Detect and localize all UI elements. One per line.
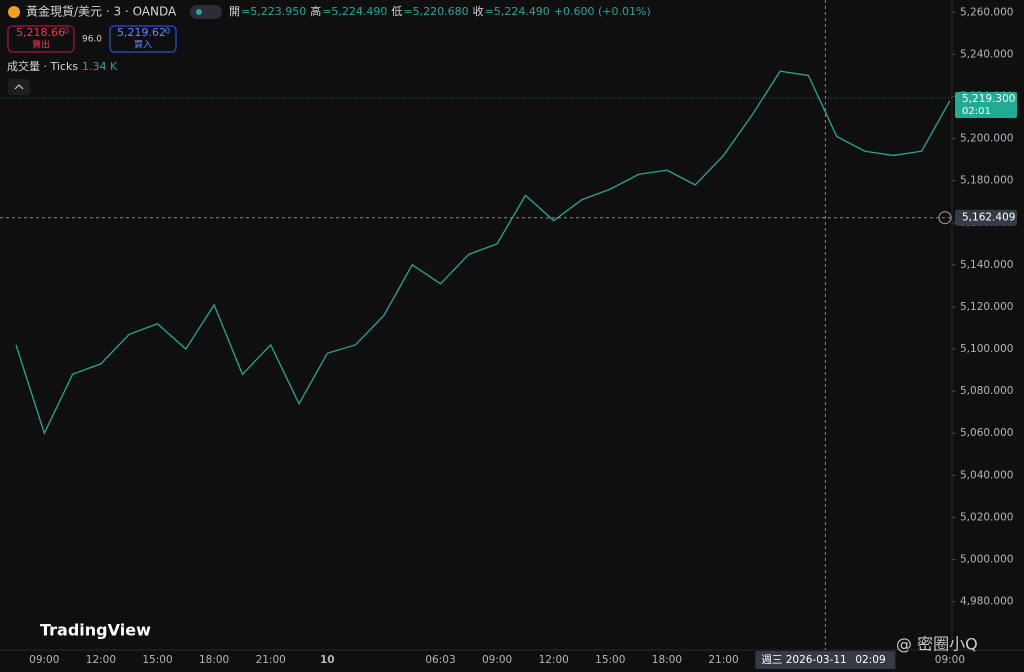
ohlc-value: =5,224.490 [322,5,387,18]
crosshair-label: 5,162.409 [962,212,1015,224]
buy-price: 5,219.62 [117,26,166,39]
y-tick-label: 5,100.000 [960,343,1013,355]
y-tick-label: 5,240.000 [960,48,1013,60]
sell-price: 5,218.66 [16,26,65,39]
crosshair-date-box [755,651,896,669]
sell-button[interactable] [7,25,75,53]
volume-label: 成交量 · Ticks [7,59,78,73]
y-tick-label: 5,060.000 [960,427,1013,439]
crosshair-box [955,209,1017,226]
collapse-button[interactable] [8,79,30,95]
y-tick-label: 5,040.000 [960,469,1013,481]
symbol: 黃金現貨/美元 · 3 · OANDA [26,4,177,19]
x-tick-label: 09:00 [935,654,965,666]
x-tick-label: 15:00 [595,654,625,666]
last-price-label: 5,219.300 [962,93,1015,105]
sell-label: 賣出 [32,39,50,51]
y-tick-label: 5,180.000 [960,175,1013,187]
last-price-box [955,91,1017,118]
x-tick-label: 06:03 [425,654,455,666]
y-tick-label: 5,080.000 [960,385,1013,397]
symbol-icon [8,6,20,18]
spread: 96.0 [82,35,102,45]
ohlc-key: 收 [473,4,484,18]
y-tick-label: 5,260.000 [960,6,1013,18]
ohlc-value: =5,220.680 [403,5,468,18]
buy-button[interactable] [109,25,177,53]
price-line [15,70,951,435]
volume-value: 1.34 K [82,60,118,73]
ohlc-key: 開 [229,5,240,18]
ohlc-value: =5,223.950 [241,5,306,18]
y-tick-label: 5,200.000 [960,133,1013,145]
ohlc-value: =5,224.490 [485,5,550,18]
x-tick-label: 12:00 [539,654,569,666]
x-tick-label: 09:00 [29,654,59,666]
sell-sup: 0 [64,27,69,36]
watermark: @ 密圈小Q [896,635,978,654]
status-pill [190,5,222,19]
x-tick-label: 09:00 [482,654,512,666]
y-tick-label: 5,120.000 [960,301,1013,313]
x-tick-label: 18:00 [199,654,229,666]
y-tick-label: 5,000.000 [960,554,1013,566]
y-tick-label: 4,980.000 [960,596,1013,608]
ohlc-key: 高 [310,4,321,18]
countdown: 02:01 [962,106,991,117]
change: +0.600 (+0.01%) [554,5,651,18]
status-dot [196,9,202,15]
buy-sup: 0 [165,27,170,36]
y-tick-label: 5,140.000 [960,259,1013,271]
collapse-icon [14,84,24,90]
crosshair-date: 週三 2026-03-11 [761,654,846,666]
crosshair-time: 02:09 [855,654,885,666]
x-tick-label: 10 [320,654,335,666]
x-tick-label: 21:00 [256,654,286,666]
crosshair-plus [938,211,952,225]
x-tick-label: 18:00 [652,654,682,666]
branding: TradingView [40,621,151,640]
x-tick-label: 12:00 [86,654,116,666]
buy-label: 買入 [134,40,152,51]
x-tick-label: 21:00 [708,654,738,666]
y-tick-label: 5,020.000 [960,511,1013,523]
ohlc-key: 低 [391,5,402,18]
x-tick-label: 15:00 [142,654,172,666]
